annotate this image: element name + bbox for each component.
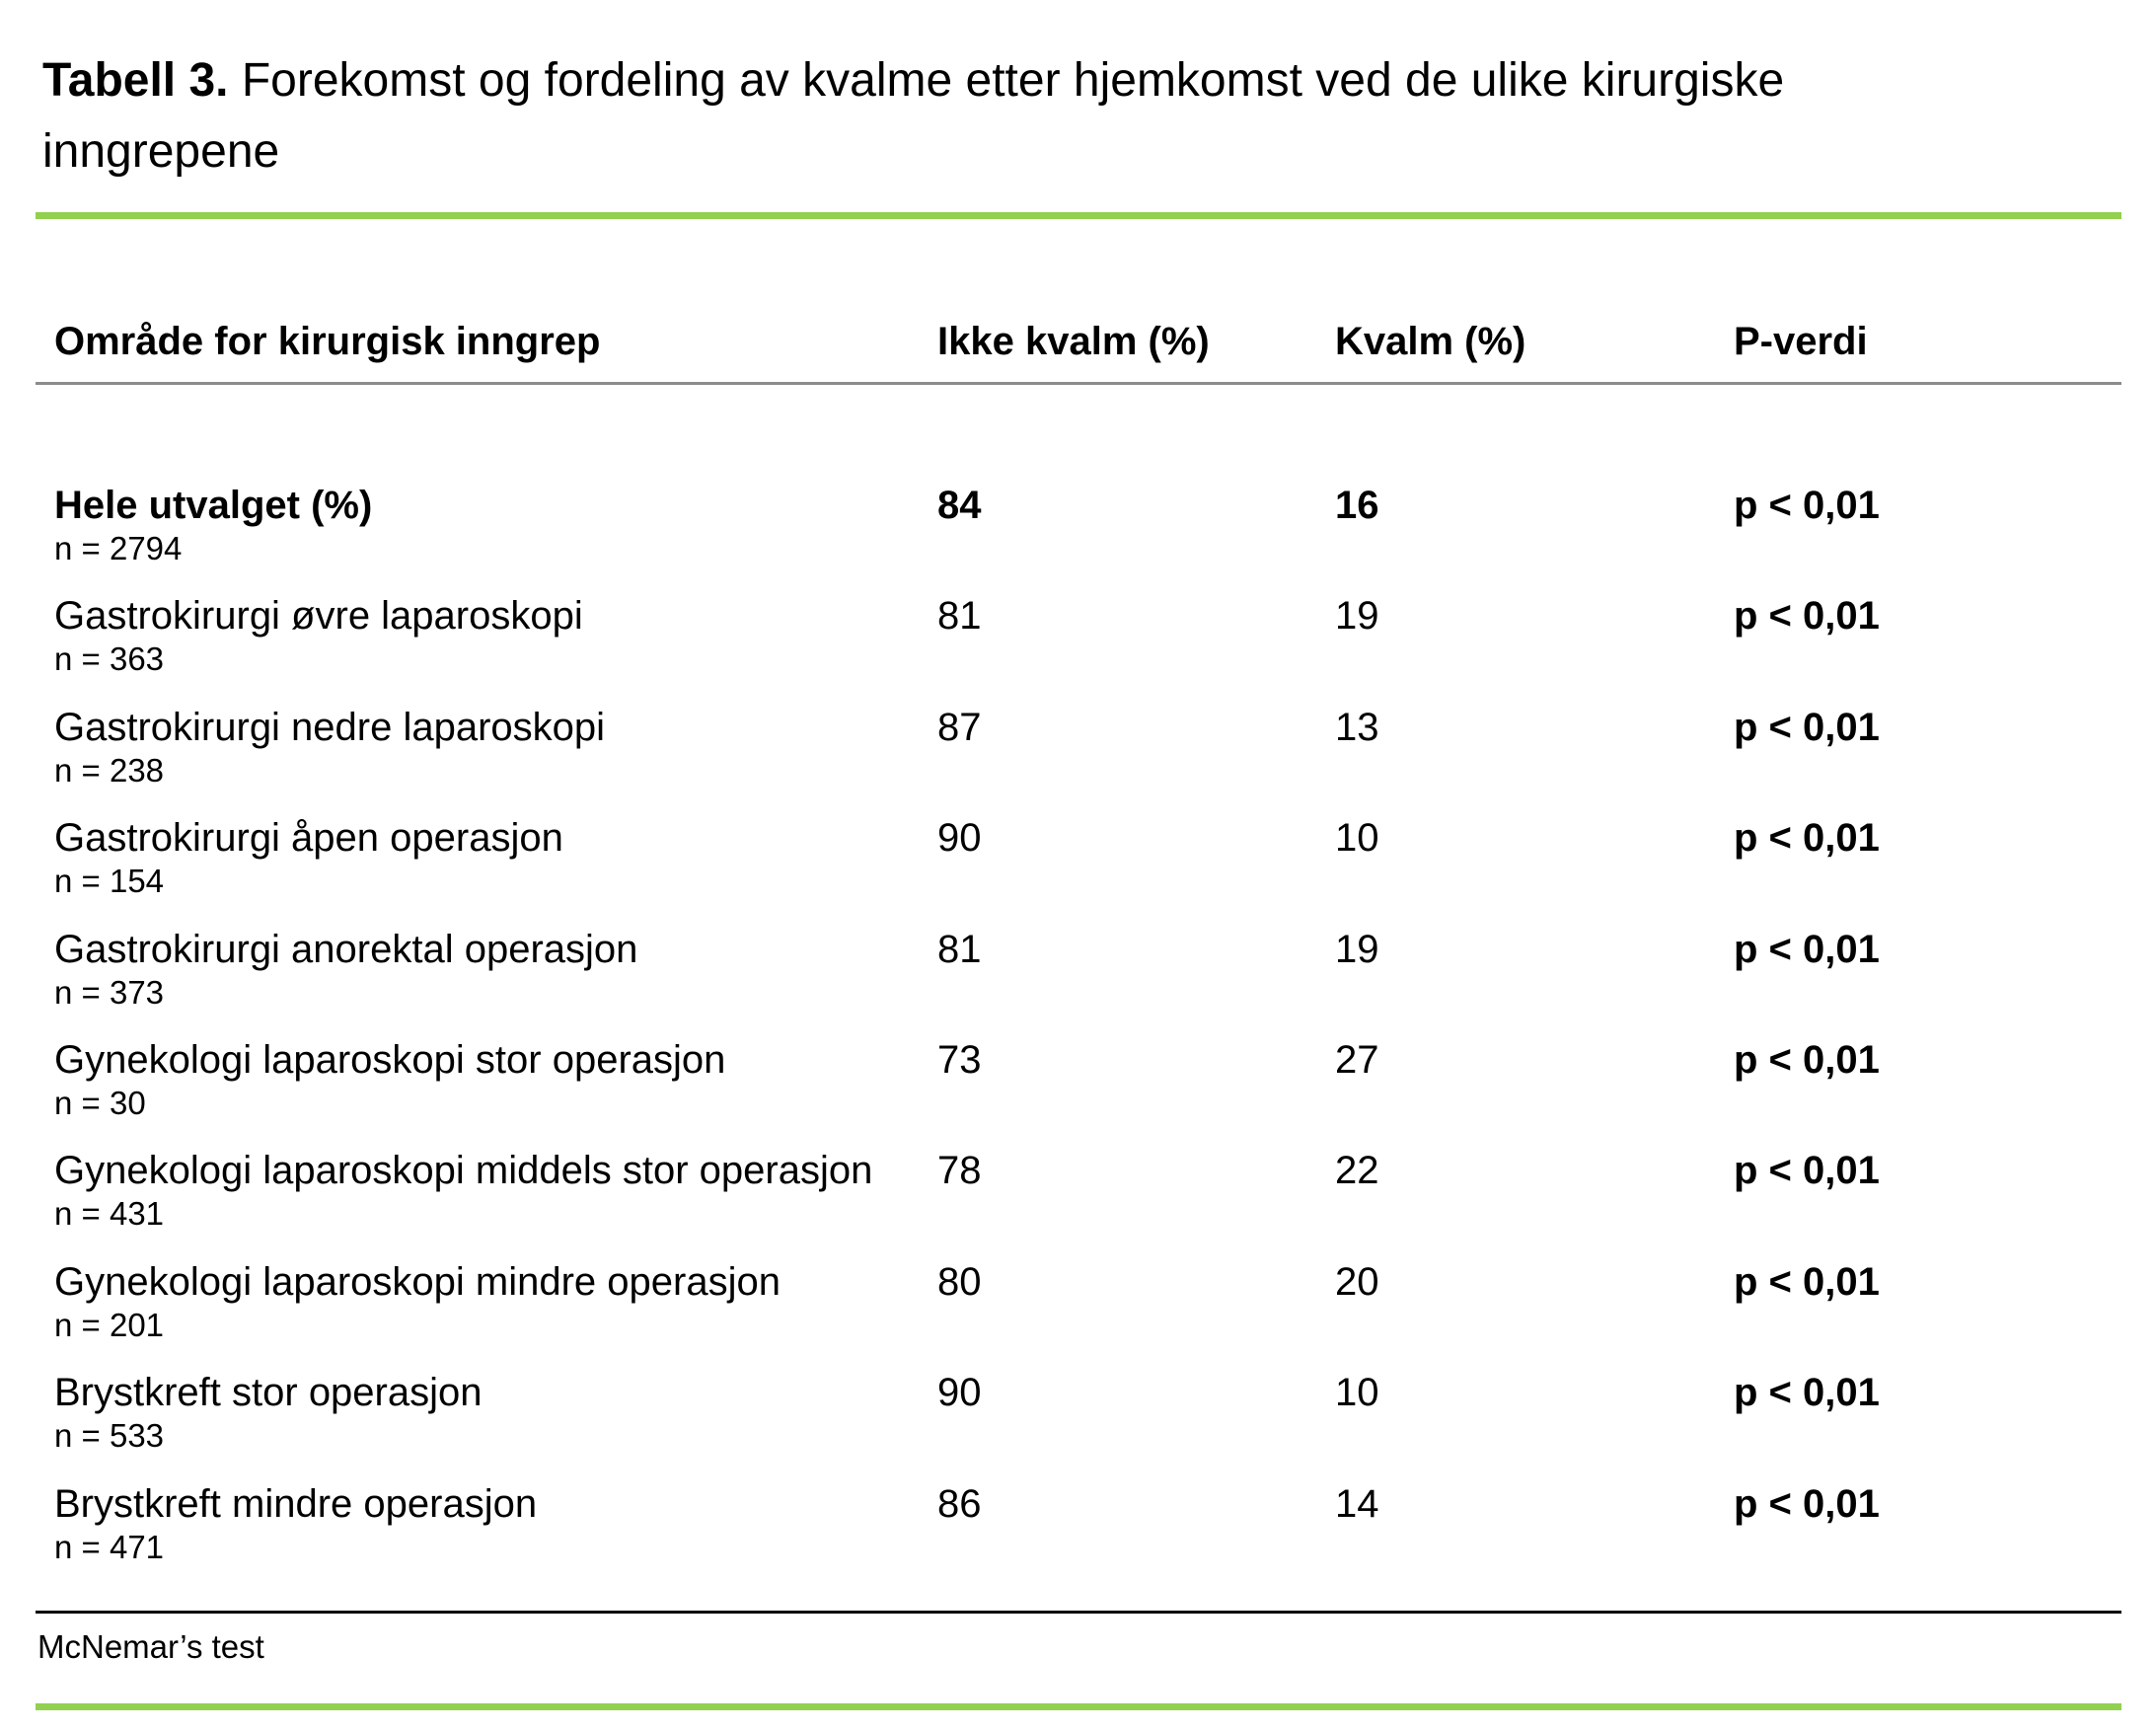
row-label: Gynekologi laparoskopi middels stor oper…: [54, 1149, 873, 1192]
row-label: Brystkreft mindre operasjon: [54, 1482, 538, 1526]
cell-kvalm: 19: [1335, 594, 1379, 638]
cell-ikke-kvalm: 80: [937, 1260, 982, 1304]
row-sample-size: n = 238: [54, 752, 165, 789]
table-row: Hele utvalget (%) n = 2794 84 16 p < 0,0…: [0, 486, 2156, 579]
table-row: Gastrokirurgi øvre laparoskopi n = 363 8…: [0, 596, 2156, 690]
bottom-green-rule: [36, 1703, 2121, 1710]
cell-p-verdi: p < 0,01: [1734, 1371, 1880, 1414]
table-row: Brystkreft stor operasjon n = 533 90 10 …: [0, 1373, 2156, 1467]
table-row: Brystkreft mindre operasjon n = 471 86 1…: [0, 1484, 2156, 1578]
cell-p-verdi: p < 0,01: [1734, 928, 1880, 971]
cell-p-verdi: p < 0,01: [1734, 816, 1880, 860]
cell-kvalm: 10: [1335, 1371, 1379, 1414]
row-label: Gynekologi laparoskopi stor operasjon: [54, 1038, 726, 1082]
column-header-omrade: Område for kirurgisk inngrep: [54, 320, 601, 363]
cell-p-verdi: p < 0,01: [1734, 1482, 1880, 1526]
cell-p-verdi: p < 0,01: [1734, 1038, 1880, 1082]
row-label: Hele utvalget (%): [54, 484, 373, 527]
header-divider-rule: [36, 382, 2121, 385]
table-row: Gastrokirurgi anorektal operasjon n = 37…: [0, 930, 2156, 1023]
cell-ikke-kvalm: 73: [937, 1038, 982, 1082]
footnote-divider-rule: [36, 1611, 2121, 1614]
row-label: Gastrokirurgi anorektal operasjon: [54, 928, 638, 971]
row-sample-size: n = 431: [54, 1195, 165, 1232]
cell-ikke-kvalm: 87: [937, 706, 982, 749]
row-label: Gastrokirurgi åpen operasjon: [54, 816, 563, 860]
table-title-text: Forekomst og fordeling av kvalme etter h…: [42, 54, 1785, 178]
cell-kvalm: 22: [1335, 1149, 1379, 1192]
cell-ikke-kvalm: 84: [937, 484, 982, 527]
row-sample-size: n = 363: [54, 640, 165, 677]
cell-p-verdi: p < 0,01: [1734, 1149, 1880, 1192]
table-row: Gynekologi laparoskopi middels stor oper…: [0, 1151, 2156, 1244]
row-label: Gastrokirurgi nedre laparoskopi: [54, 706, 606, 749]
column-header-ikke-kvalm: Ikke kvalm (%): [937, 320, 1210, 363]
cell-ikke-kvalm: 78: [937, 1149, 982, 1192]
cell-p-verdi: p < 0,01: [1734, 706, 1880, 749]
cell-p-verdi: p < 0,01: [1734, 594, 1880, 638]
cell-ikke-kvalm: 90: [937, 816, 982, 860]
table-row: Gynekologi laparoskopi stor operasjon n …: [0, 1040, 2156, 1134]
table-row: Gastrokirurgi nedre laparoskopi n = 238 …: [0, 708, 2156, 801]
row-label: Gastrokirurgi øvre laparoskopi: [54, 594, 583, 638]
row-sample-size: n = 201: [54, 1307, 165, 1343]
cell-p-verdi: p < 0,01: [1734, 484, 1880, 527]
row-sample-size: n = 533: [54, 1417, 165, 1454]
table-row: Gastrokirurgi åpen operasjon n = 154 90 …: [0, 818, 2156, 912]
row-sample-size: n = 471: [54, 1529, 165, 1565]
cell-kvalm: 27: [1335, 1038, 1379, 1082]
cell-kvalm: 10: [1335, 816, 1379, 860]
cell-kvalm: 16: [1335, 484, 1379, 527]
cell-ikke-kvalm: 90: [937, 1371, 982, 1414]
row-sample-size: n = 373: [54, 974, 165, 1011]
cell-kvalm: 13: [1335, 706, 1379, 749]
row-sample-size: n = 30: [54, 1085, 146, 1121]
cell-kvalm: 14: [1335, 1482, 1379, 1526]
cell-kvalm: 20: [1335, 1260, 1379, 1304]
cell-ikke-kvalm: 86: [937, 1482, 982, 1526]
row-label: Gynekologi laparoskopi mindre operasjon: [54, 1260, 781, 1304]
cell-kvalm: 19: [1335, 928, 1379, 971]
cell-ikke-kvalm: 81: [937, 594, 982, 638]
column-header-kvalm: Kvalm (%): [1335, 320, 1526, 363]
table-row: Gynekologi laparoskopi mindre operasjon …: [0, 1262, 2156, 1356]
row-sample-size: n = 2794: [54, 530, 183, 566]
table-title: Tabell 3. Forekomst og fordeling av kval…: [42, 45, 1809, 188]
row-sample-size: n = 154: [54, 863, 165, 899]
table-title-label: Tabell 3.: [42, 54, 229, 107]
column-header-p-verdi: P-verdi: [1734, 320, 1868, 363]
row-label: Brystkreft stor operasjon: [54, 1371, 483, 1414]
cell-p-verdi: p < 0,01: [1734, 1260, 1880, 1304]
footnote: McNemar’s test: [37, 1628, 264, 1665]
top-green-rule: [36, 212, 2121, 219]
cell-ikke-kvalm: 81: [937, 928, 982, 971]
